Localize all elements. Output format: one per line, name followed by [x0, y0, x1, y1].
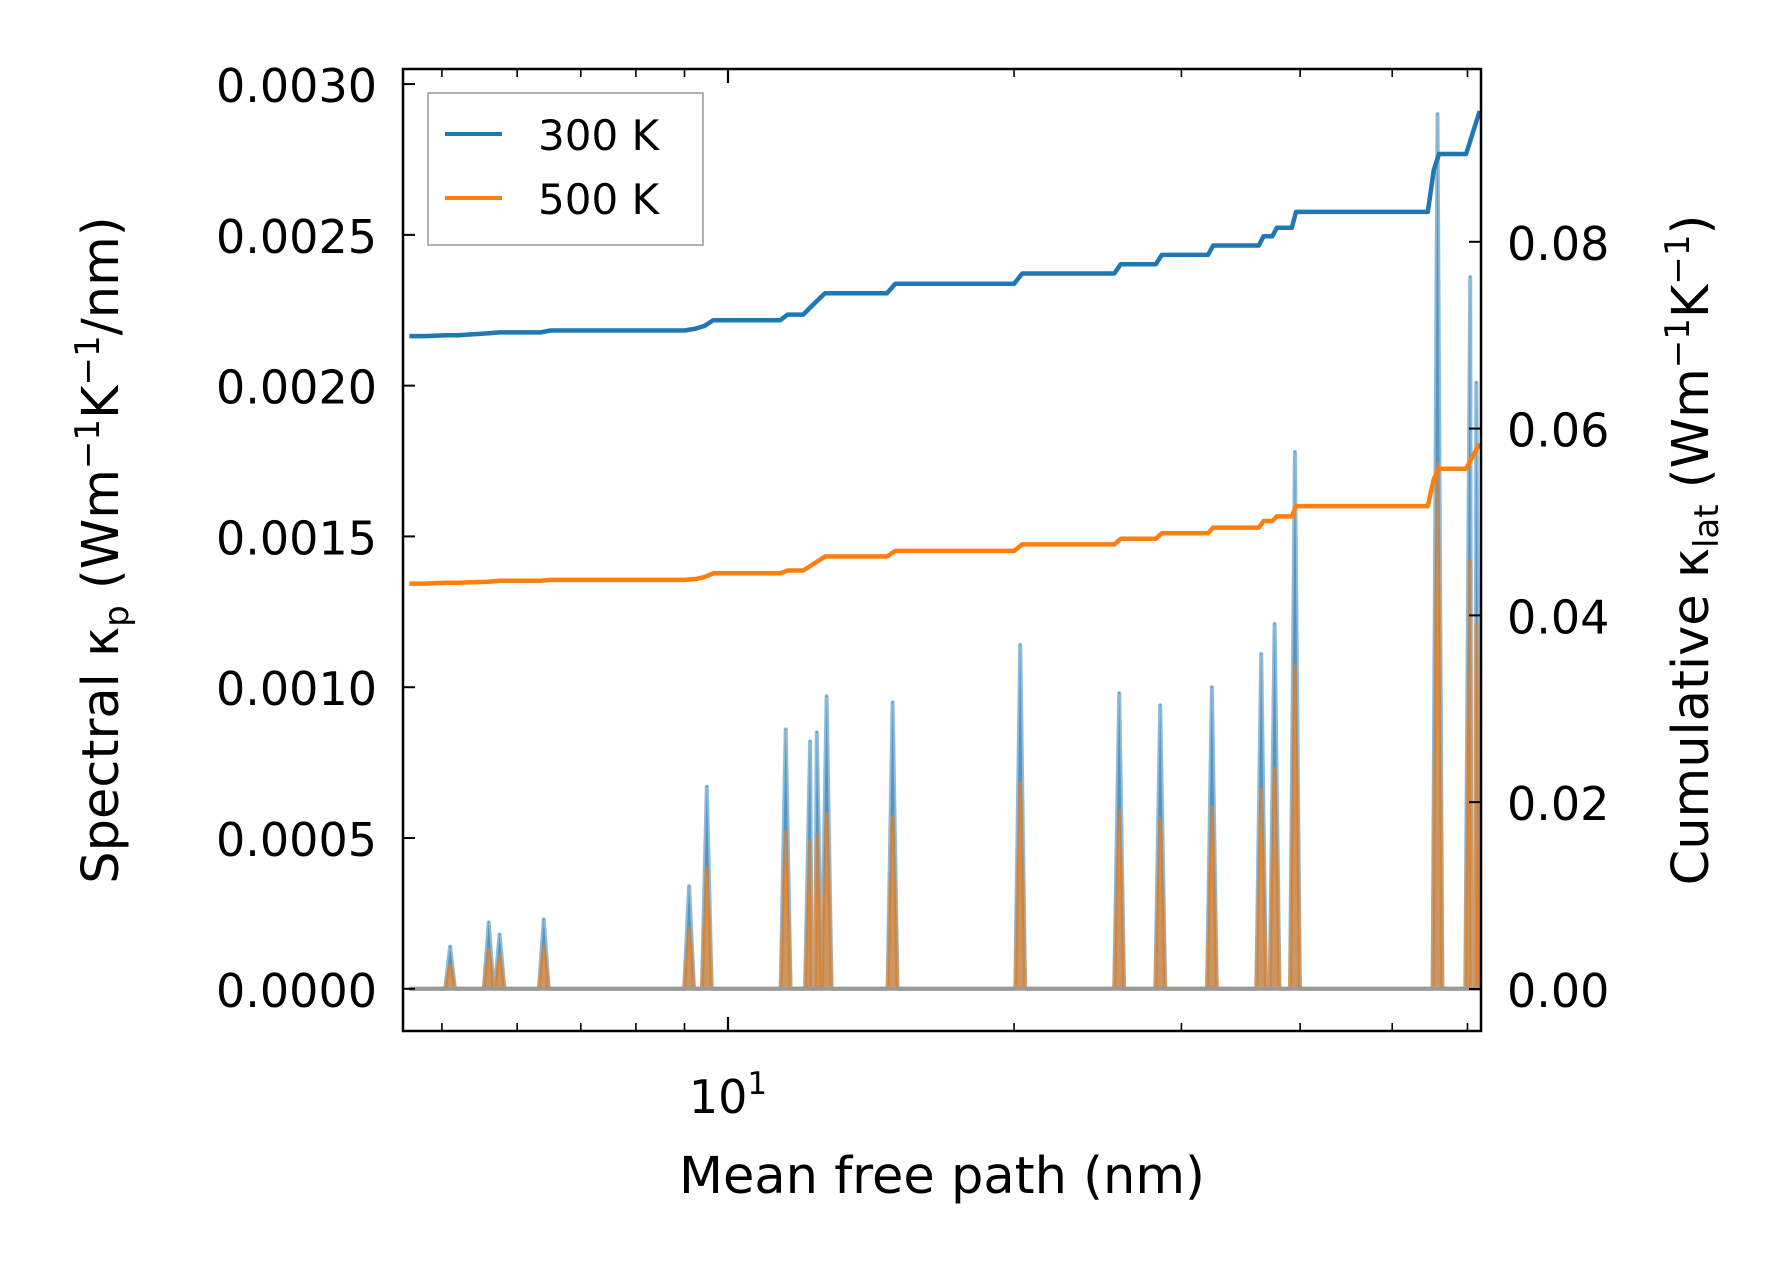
y-right-tick-label: 0.06 — [1507, 404, 1609, 458]
spectral-peak — [1118, 692, 1120, 694]
spectral-peak — [1475, 381, 1478, 384]
spectral-peak — [809, 740, 811, 743]
cumulative-line-0 — [409, 110, 1482, 339]
spectral-peak — [1118, 810, 1120, 812]
spectral-peak — [1019, 644, 1021, 646]
spectral-peak — [1469, 559, 1471, 562]
spectral-peak — [816, 834, 818, 836]
spectral-peak — [1211, 807, 1213, 809]
spectral-peak — [784, 728, 787, 731]
y-right-tick-label: 0.02 — [1507, 777, 1609, 831]
spectral-peak — [1159, 704, 1161, 707]
spectral-peak — [825, 813, 828, 815]
legend-box — [427, 92, 704, 246]
cumulative-line-1 — [409, 442, 1482, 586]
spectral-line-1 — [409, 462, 1482, 991]
spectral-peak — [1436, 463, 1439, 465]
spectral-peak — [816, 731, 818, 734]
legend-label-500k: 500 K — [538, 175, 661, 224]
spectral-peak — [1475, 623, 1478, 625]
y-right-tick-label: 0.00 — [1507, 964, 1609, 1018]
y-left-tick-label: 0.0030 — [216, 59, 377, 113]
spectral-peak — [1260, 653, 1262, 655]
spectral-peak — [1273, 623, 1276, 625]
y-left-tick-label: 0.0010 — [216, 662, 377, 716]
spectral-peak — [543, 918, 545, 921]
spectral-peak — [825, 695, 828, 698]
spectral-peak — [1260, 788, 1262, 791]
spectral-peak — [1294, 451, 1296, 453]
spectral-peak — [498, 933, 501, 936]
spectral-peak — [688, 927, 690, 930]
y-axis-left-label: Spectral κp (Wm−1K−1/nm) — [68, 216, 137, 883]
spectral-peak — [809, 840, 811, 842]
spectral-peak — [706, 867, 708, 869]
spectral-peak — [1469, 276, 1471, 278]
spectral-peak — [706, 785, 708, 788]
spectral-peak — [487, 948, 490, 951]
spectral-peak — [449, 945, 451, 948]
y-left-tick-label: 0.0020 — [216, 361, 377, 415]
spectral-peak — [1019, 782, 1021, 785]
plot-area — [409, 110, 1482, 991]
spectral-peak — [1159, 819, 1161, 821]
x-major-tick-label: 101 — [689, 1066, 767, 1124]
spectral-peak — [1273, 767, 1276, 770]
y-axis-right-label: Cumulative κlat (Wm−1K−1) — [1658, 215, 1727, 886]
spectral-peak — [543, 945, 545, 948]
plot-frame — [401, 67, 1483, 1033]
spectral-peak — [688, 885, 690, 887]
spectral-fill-1 — [409, 464, 1482, 989]
spectral-peak — [1294, 665, 1296, 667]
y-left-tick-label: 0.0005 — [216, 813, 377, 867]
y-right-tick-label: 0.08 — [1507, 217, 1609, 271]
y-left-tick-label: 0.0015 — [216, 511, 377, 565]
spectral-peak — [487, 921, 490, 924]
spectral-peak — [784, 831, 787, 833]
spectral-peak — [891, 816, 894, 818]
legend-label-300k: 300 K — [538, 111, 661, 160]
y-left-tick-label: 0.0025 — [216, 210, 377, 264]
y-right-tick-label: 0.04 — [1507, 590, 1609, 644]
spectral-peak — [449, 963, 451, 966]
spectral-peak — [1211, 686, 1213, 688]
spectral-peak — [891, 701, 894, 704]
x-axis-label: Mean free path (nm) — [679, 1147, 1205, 1206]
spectral-peak — [1436, 113, 1439, 115]
y-left-tick-label: 0.0000 — [216, 964, 377, 1018]
legend: 300 K 500 K — [427, 92, 704, 246]
spectral-peak — [498, 954, 501, 957]
axes: 0.0000 0.0005 0.0010 0.0015 0.0020 0.0025 0.00… — [216, 59, 1609, 1124]
